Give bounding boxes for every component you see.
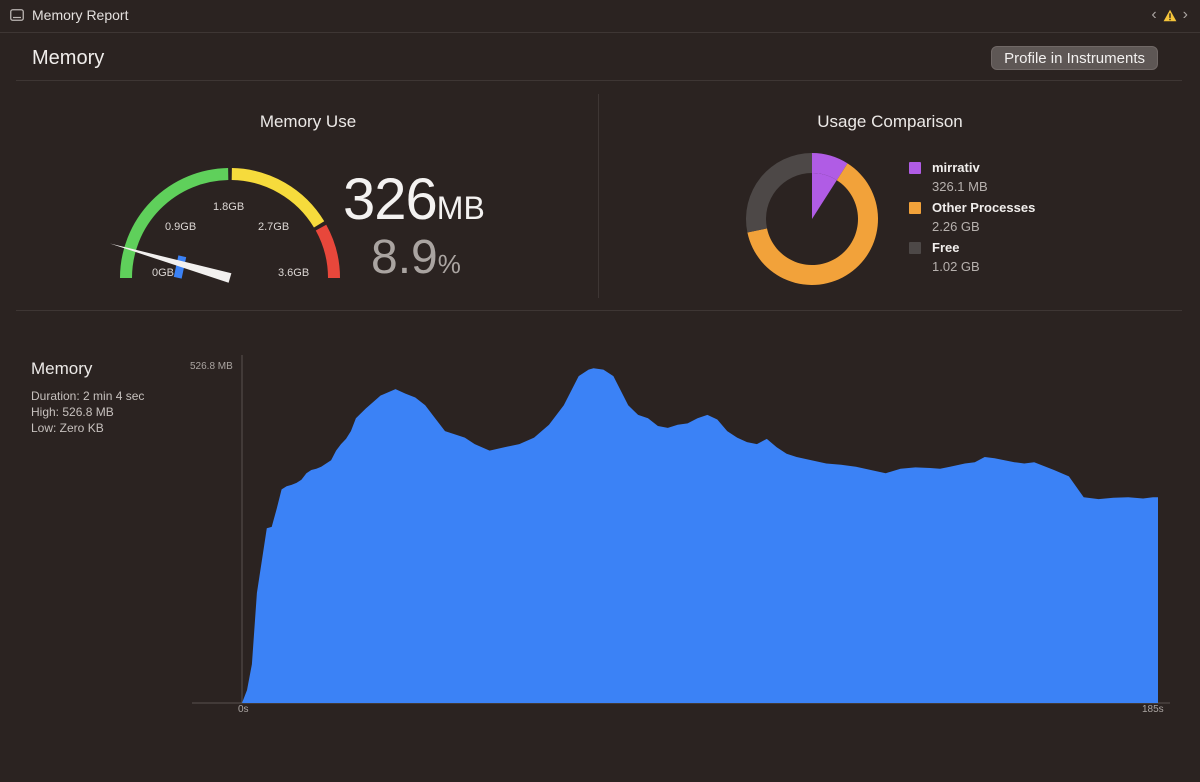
legend-swatch-free	[909, 242, 921, 254]
legend-value: 326.1 MB	[932, 179, 988, 194]
x-axis-end-label: 185s	[1142, 704, 1164, 715]
gauge-label-2.7gb: 2.7GB	[258, 221, 289, 233]
legend-name: mirrativ	[932, 160, 980, 175]
memory-chart-title: Memory	[31, 359, 93, 378]
gauge-label-0gb: 0GB	[152, 267, 174, 279]
gauge-needle	[109, 243, 232, 283]
page-title: Memory	[32, 47, 105, 69]
gauge-label-3.6gb: 3.6GB	[278, 267, 309, 279]
gauge-zone-green	[120, 168, 229, 279]
legend-value: 1.02 GB	[932, 259, 980, 274]
gauge-zone-red	[315, 224, 341, 279]
donut-slice-other-processes	[747, 163, 878, 285]
memory-use-value: 326MB	[343, 166, 485, 233]
donut-highlight-mirrativ	[812, 173, 837, 219]
memory-use-percent: 8.9%	[371, 230, 461, 285]
warning-icon[interactable]	[1163, 9, 1177, 22]
memory-value-unit: MB	[436, 190, 485, 226]
legend-swatch-mirrativ	[909, 162, 921, 174]
memory-gauge: 0GB 0.9GB 1.8GB 2.7GB 3.6GB	[109, 168, 341, 283]
chevron-left-icon[interactable]: ‹	[1151, 6, 1157, 23]
donut-slice-mirrativ	[812, 153, 848, 181]
navigation-controls: ‹ ›	[1151, 7, 1188, 23]
gauge-zone-yellow	[231, 168, 325, 228]
title-bar: Memory Report ‹ ›	[0, 0, 1200, 33]
panel-divider	[598, 94, 599, 298]
memory-percent-number: 8.9	[371, 231, 438, 284]
legend-name: Free	[932, 240, 960, 255]
memory-value-number: 326	[343, 167, 438, 232]
gauge-label-1.8gb: 1.8GB	[213, 201, 244, 213]
gauge-label-0.9gb: 0.9GB	[165, 221, 196, 233]
section-divider	[16, 310, 1182, 311]
memory-area-chart: 526.8 MB 0s 185s	[190, 355, 1170, 715]
gauge-marker	[173, 255, 187, 279]
memory-stats: Memory Duration: 2 min 4 sec High: 526.8…	[31, 359, 144, 436]
duration-stat: Duration: 2 min 4 sec	[31, 389, 145, 403]
window-title: Memory Report	[32, 7, 129, 23]
chevron-right-icon[interactable]: ›	[1182, 6, 1188, 23]
memory-area-series	[242, 368, 1158, 703]
legend-value: 2.26 GB	[932, 219, 980, 234]
memory-use-title: Memory Use	[259, 112, 357, 131]
memory-header: Memory Profile in Instruments	[16, 33, 1182, 81]
low-stat: Low: Zero KB	[31, 421, 104, 435]
usage-donut-chart	[746, 153, 878, 285]
memory-percent-unit: %	[437, 249, 461, 279]
usage-comparison-title: Usage Comparison	[817, 112, 963, 131]
x-axis-start-label: 0s	[238, 704, 249, 715]
legend-name: Other Processes	[932, 200, 1036, 215]
window-icon	[10, 9, 24, 21]
donut-slice-free	[746, 153, 812, 233]
legend-swatch-other-processes	[909, 202, 921, 214]
high-stat: High: 526.8 MB	[31, 405, 114, 419]
profile-in-instruments-button[interactable]: Profile in Instruments	[991, 46, 1158, 70]
y-axis-max-label: 526.8 MB	[190, 361, 233, 372]
